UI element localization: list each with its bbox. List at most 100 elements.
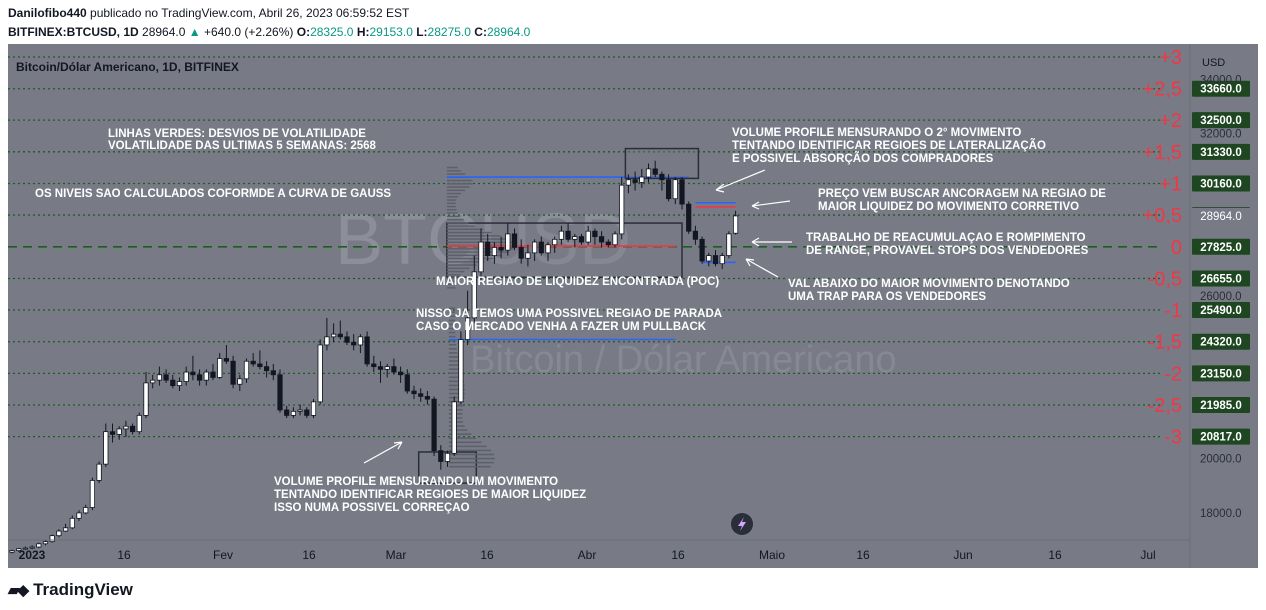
author-name[interactable]: Danilofibo440	[8, 6, 87, 20]
candle-body	[491, 247, 498, 256]
vp-bar	[448, 465, 491, 468]
vp-bar	[448, 307, 455, 309]
candle-body	[344, 336, 350, 343]
level-price-tag	[1192, 143, 1250, 160]
candle	[525, 244, 531, 267]
candle-body	[545, 244, 551, 254]
candle-body	[404, 374, 410, 392]
change-arrow-icon: ▲	[188, 25, 201, 39]
vp-bar	[446, 274, 461, 276]
arrow-icon	[715, 169, 766, 193]
candle	[183, 366, 189, 386]
vp-bar	[448, 343, 457, 346]
vp-bar	[448, 392, 465, 395]
publish-text: publicado no TradingView.com, Abril 26, …	[90, 6, 410, 20]
sigma-label: +0,5	[1143, 205, 1182, 227]
vp-bar	[446, 254, 502, 257]
candle-body	[263, 366, 270, 372]
vp-bar	[446, 209, 457, 211]
currency-label[interactable]: USD	[1202, 57, 1225, 69]
vp-bar	[448, 453, 495, 456]
candle-body	[69, 517, 75, 529]
candle	[666, 174, 672, 202]
tradingview-logo[interactable]: ▰◆ TradingView	[8, 580, 133, 600]
candle-body	[666, 179, 672, 200]
candle-body	[686, 203, 692, 232]
vp-bar	[448, 339, 456, 342]
candle-body	[699, 238, 705, 262]
candle-body	[123, 425, 129, 430]
vp-bar	[446, 192, 461, 195]
level-price-label: 20817.0	[1200, 432, 1242, 444]
price-axis-ticks: 18000.0 20000.0 26000.0 32000.0 34000.0 28964…	[1192, 75, 1250, 520]
time-tick-label: 16	[671, 548, 685, 562]
level-price-tag	[1192, 428, 1250, 445]
vp-bar	[448, 368, 462, 370]
candle	[76, 510, 82, 522]
current-price-label: 28964.0	[1200, 211, 1242, 223]
vp-bar	[448, 311, 455, 314]
level-price-tag	[1192, 396, 1250, 413]
level-price-label: 32500.0	[1200, 115, 1242, 127]
close-label: C:	[474, 25, 487, 39]
candle	[612, 231, 618, 248]
annotation-line: MAIOR REGIAO DE LIQUIDEZ ENCONTRADA (POC…	[436, 276, 719, 288]
candle	[190, 355, 196, 381]
candle	[109, 423, 116, 443]
arrow-icon	[751, 200, 791, 210]
close-value: 28964.0	[486, 25, 531, 39]
open-label: O:	[296, 25, 311, 39]
candle	[619, 177, 625, 240]
vp-bar	[448, 441, 482, 444]
vp-bar	[448, 319, 455, 322]
candle-body	[250, 360, 256, 365]
annotation-line: CASO O MERCADO VENHA A FAZER UM PULLBACK	[416, 321, 707, 333]
vp-bar	[446, 277, 459, 279]
vp-bar	[446, 186, 470, 188]
candle	[458, 331, 464, 405]
candle-body	[384, 366, 390, 370]
vp-bar	[448, 437, 477, 440]
candle-body	[719, 255, 725, 265]
time-tick-label: Fev	[213, 548, 233, 562]
candle-body	[692, 230, 699, 240]
vp-bar	[448, 457, 496, 460]
candle-body	[176, 381, 183, 386]
price-chart[interactable]: BTCUSD Bitcoin / Dólar Americano +3+2,53…	[0, 44, 1266, 572]
watermark-name: Bitcoin / Dólar Americano	[470, 339, 897, 381]
candle-body	[42, 541, 49, 545]
candle	[324, 317, 330, 351]
candle-body	[330, 333, 337, 338]
candle-body	[424, 396, 431, 400]
arrow-icon	[751, 237, 792, 247]
annotation-line: LINHAS VERDES: DESVIOS DE VOLATILIDADE	[108, 128, 366, 140]
candle-body	[511, 233, 518, 248]
symbol-name[interactable]: BITFINEX:BTCUSD, 1D	[8, 25, 139, 39]
candle-body	[505, 233, 511, 251]
candle	[143, 372, 149, 419]
sigma-label: +1	[1159, 174, 1182, 196]
arrow-icon	[745, 258, 779, 278]
annotation-line: UMA TRAP PARA OS VENDEDORES	[788, 291, 986, 303]
level-price-label: 26655.0	[1200, 273, 1242, 285]
candle-body	[572, 236, 578, 240]
candle-body	[203, 371, 209, 381]
candle-body	[478, 241, 484, 273]
candle	[123, 420, 129, 438]
candle	[217, 353, 223, 379]
price-change: +640.0 (+2.26%)	[203, 25, 294, 39]
candle	[652, 160, 658, 178]
candle	[116, 426, 122, 440]
vp-bar	[446, 280, 457, 283]
candle	[733, 210, 739, 235]
candle-body	[397, 371, 404, 376]
candle-body	[170, 379, 176, 386]
vp-bar	[446, 196, 458, 198]
candle-body	[625, 179, 632, 186]
time-tick-label: 16	[117, 548, 131, 562]
level-price-tag	[1192, 365, 1250, 382]
candle	[69, 515, 75, 530]
level-price-label: 21985.0	[1200, 400, 1242, 412]
candle	[505, 223, 511, 256]
candles	[9, 160, 739, 554]
